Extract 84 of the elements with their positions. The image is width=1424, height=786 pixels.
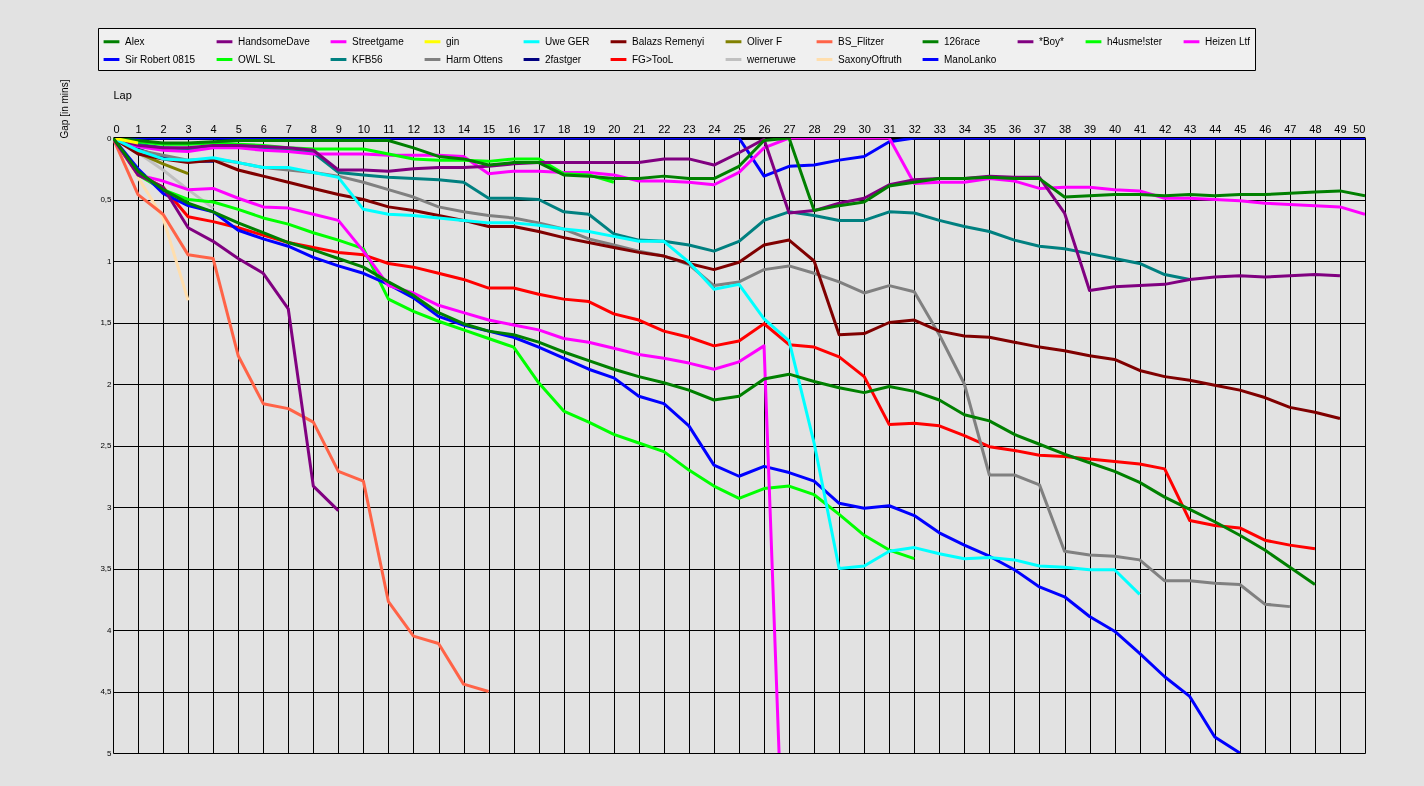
x-tick-label: 38 (1058, 122, 1072, 135)
y-tick-label: 2,5 (100, 441, 113, 450)
legend-label: SaxonyOftruth (838, 53, 902, 65)
x-tick-label: 15 (482, 122, 496, 135)
legend-label: Balazs Remenyi (632, 35, 705, 47)
x-tick-label: 47 (1284, 122, 1297, 135)
x-tick-label: 22 (658, 122, 671, 135)
y-tick-label: 0,5 (100, 195, 113, 204)
legend-label: *Boy* (1039, 35, 1065, 47)
legend-label: Heizen Ltf (1205, 35, 1251, 47)
legend-label: ManoLanko (944, 53, 997, 65)
x-tick-label: 13 (432, 122, 446, 135)
x-tick-label: 4 (210, 122, 217, 135)
x-tick-label: 29 (833, 122, 846, 135)
x-tick-label: 34 (958, 122, 971, 135)
x-tick-label: 16 (508, 122, 521, 135)
y-tick-label: 1,5 (100, 318, 113, 327)
x-tick-label: 40 (1108, 122, 1122, 135)
legend-label: Alex (125, 35, 145, 47)
x-tick-label: 17 (533, 122, 546, 135)
legend-label: Oliver F (747, 35, 782, 47)
legend-label: 2fastger (545, 53, 582, 65)
x-tick-label: 46 (1259, 122, 1272, 135)
x-tick-label: 5 (235, 122, 242, 135)
x-tick-label: 37 (1033, 122, 1047, 135)
x-tick-label: 44 (1209, 122, 1222, 135)
x-tick-label: 50 (1353, 122, 1366, 135)
x-tick-label: 32 (908, 122, 921, 135)
x-tick-label: 10 (357, 122, 371, 135)
y-axis-title: Gap [in mins] (59, 79, 71, 139)
x-tick-label: 2 (160, 122, 167, 135)
y-tick-label: 3,5 (100, 564, 113, 573)
legend-label: KFB56 (352, 53, 384, 65)
legend-label: werneruwe (746, 53, 797, 65)
x-tick-label: 45 (1234, 122, 1247, 135)
x-tick-label: 41 (1134, 122, 1147, 135)
x-tick-label: 1 (135, 122, 142, 135)
x-tick-label: 11 (383, 122, 395, 135)
x-tick-label: 3 (185, 122, 192, 135)
x-tick-label: 33 (933, 122, 946, 135)
x-tick-label: 18 (558, 122, 571, 135)
legend-label: FG>TooL (632, 53, 674, 65)
y-tick-label: 5 (107, 748, 113, 758)
x-tick-label: 20 (608, 122, 621, 135)
x-tick-label: 26 (758, 122, 771, 135)
x-tick-label: 12 (407, 122, 421, 135)
legend-label: Uwe GER (545, 35, 590, 47)
x-tick-label: 9 (335, 122, 342, 135)
y-tick-label: 4 (107, 625, 113, 635)
y-tick-label: 2 (107, 379, 113, 389)
legend-label: OWL SL (238, 53, 276, 65)
x-tick-label: 14 (457, 122, 471, 135)
y-tick-label: 3 (107, 502, 113, 512)
x-tick-label: 23 (683, 122, 696, 135)
legend-label: BS_Flitzer (838, 35, 885, 47)
x-tick-label: 39 (1083, 122, 1097, 135)
y-tick-label: 4,5 (100, 687, 113, 696)
x-tick-label: 49 (1334, 122, 1347, 135)
x-tick-label: 42 (1159, 122, 1172, 135)
x-tick-label: 6 (260, 122, 267, 135)
x-tick-label: 19 (583, 122, 596, 135)
x-tick-label: 48 (1309, 122, 1322, 135)
legend-label: 126race (944, 35, 981, 47)
x-tick-label: 30 (858, 122, 871, 135)
legend-label: Streetgame (352, 35, 405, 47)
x-tick-label: 8 (310, 122, 317, 135)
x-tick-label: 27 (783, 122, 796, 135)
y-tick-label: 0 (107, 133, 113, 143)
legend-label: HandsomeDave (238, 35, 311, 47)
x-tick-label: 36 (1008, 122, 1022, 135)
legend-label: h4usme!ster (1107, 35, 1163, 47)
x-tick-label: 28 (808, 122, 821, 135)
x-tick-label: 21 (633, 122, 646, 135)
x-tick-label: 35 (983, 122, 997, 135)
x-axis-title: Lap (113, 88, 132, 101)
x-tick-label: 43 (1184, 122, 1197, 135)
legend-label: Harm Ottens (446, 53, 503, 65)
x-tick-label: 31 (883, 122, 896, 135)
x-tick-label: 25 (733, 122, 746, 135)
legend-label: Sir Robert 0815 (125, 53, 196, 65)
legend-label: gin (446, 35, 460, 47)
x-tick-label: 7 (285, 122, 292, 135)
y-tick-label: 1 (107, 256, 113, 266)
x-tick-label: 24 (708, 122, 721, 135)
